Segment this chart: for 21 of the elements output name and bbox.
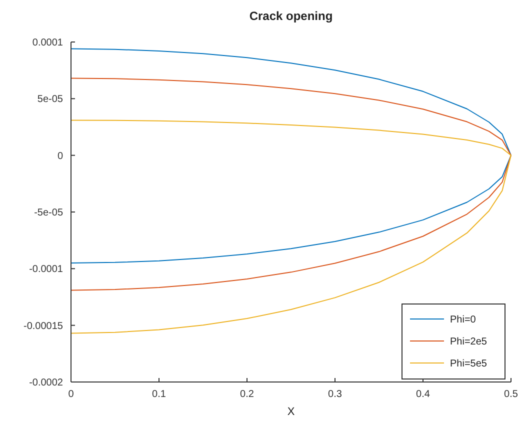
y-tick-label: -0.0002 — [29, 378, 64, 388]
y-tick-label: 0 — [57, 150, 64, 162]
line-series — [70, 120, 512, 334]
x-tick-label: 0 — [68, 389, 74, 400]
y-tick-label: 5e-05 — [37, 94, 64, 106]
y-tick-label: -5e-05 — [34, 208, 64, 218]
x-tick-label: 0.4 — [416, 389, 430, 400]
chart-title: Crack opening — [249, 9, 333, 23]
y-tick-label: -0.00015 — [24, 320, 64, 332]
x-tick-label: 0.2 — [240, 389, 254, 400]
legend-label: Phi=2e5 — [450, 336, 488, 348]
x-tick-label: 0.3 — [328, 389, 342, 400]
line-series — [70, 48, 512, 264]
legend-label: Phi=5e5 — [450, 358, 488, 370]
y-tick-label: 0.0001 — [32, 38, 64, 48]
x-tick-label: 0.5 — [504, 389, 518, 400]
line-series — [70, 78, 512, 291]
x-axis-title: X — [287, 406, 296, 418]
y-tick-label: -0.0001 — [29, 264, 64, 276]
legend-label: Phi=0 — [450, 314, 476, 326]
x-tick-label: 0.1 — [152, 389, 166, 400]
